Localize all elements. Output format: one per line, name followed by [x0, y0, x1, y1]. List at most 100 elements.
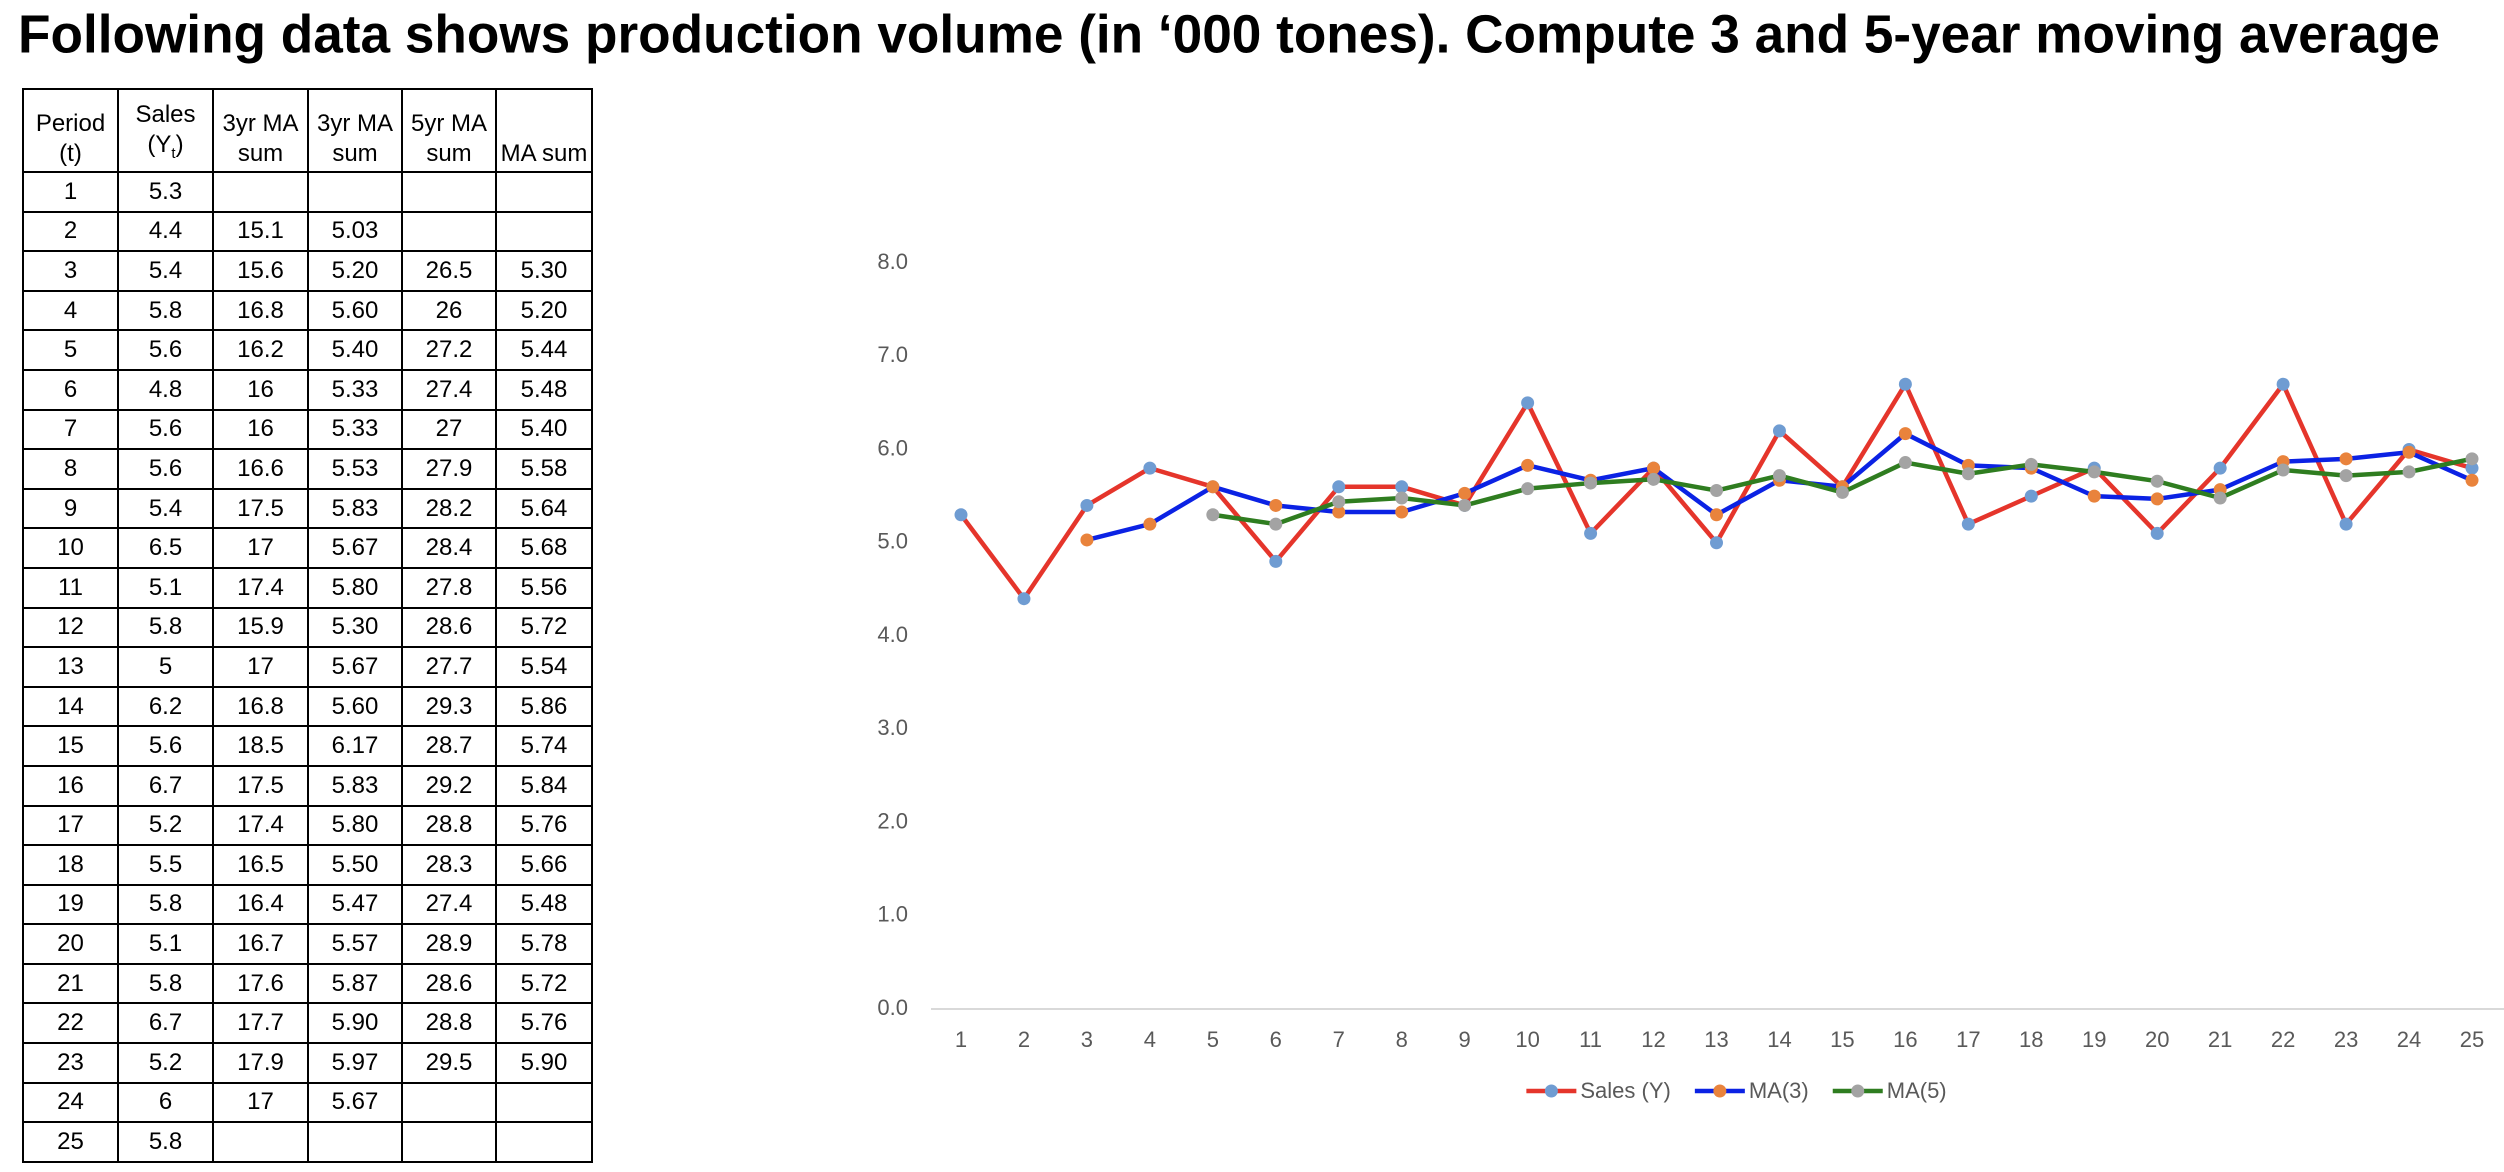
y-tick-label: 4.0: [877, 622, 908, 647]
table-cell: 27.4: [401, 883, 497, 926]
header-cell: MA sum: [495, 88, 593, 173]
table-cell: 5.4: [117, 250, 214, 292]
data-point: [1647, 461, 1661, 475]
table-cell: 16.2: [212, 329, 309, 371]
x-tick-label: 14: [1767, 1027, 1791, 1052]
data-point: [1710, 536, 1723, 550]
table-cell: 17: [212, 646, 309, 688]
data-point: [1898, 427, 1912, 441]
table-row: 11 5.1 17.4 5.80 27.8 5.56: [22, 566, 593, 609]
table-cell: 22: [22, 1002, 119, 1045]
data-point: [2339, 517, 2353, 531]
table-row: 6 4.8 16 5.33 27.4 5.48: [22, 368, 593, 411]
table-row: 8 5.6 16.6 5.53 27.9 5.58: [22, 448, 593, 490]
data-point: [1332, 495, 1346, 509]
table-cell: 19: [22, 883, 119, 926]
table-row: 7 5.6 16 5.33 27 5.40: [22, 408, 593, 451]
table-cell: 7: [22, 408, 119, 451]
x-tick-label: 10: [1515, 1027, 1539, 1052]
data-point: [1332, 505, 1346, 519]
table-row: 16 6.7 17.5 5.83 29.2 5.84: [22, 764, 593, 807]
data-point: [2465, 461, 2479, 475]
table-cell: 26.5: [401, 250, 497, 292]
data-point: [2087, 465, 2101, 479]
data-point: [1961, 517, 1975, 531]
data-point: [2150, 492, 2164, 506]
table-cell: 5.74: [495, 725, 593, 767]
table-cell: 5.84: [495, 764, 593, 807]
table-row: 20 5.1 16.7 5.57 28.9 5.78: [22, 923, 593, 965]
table-cell: 17.6: [212, 962, 309, 1005]
table-cell: 16: [212, 408, 309, 451]
table-cell: 5.8: [117, 606, 214, 649]
table-cell: 26: [401, 289, 497, 332]
table-cell: 5.1: [117, 566, 214, 609]
x-tick-label: 4: [1144, 1027, 1156, 1052]
table-row: 14 6.2 16.8 5.60 29.3 5.86: [22, 685, 593, 728]
series-line: [1086, 431, 2473, 543]
table-cell: 5.40: [307, 329, 403, 371]
table-row: 25 5.8: [22, 1121, 593, 1163]
table-cell: 28.8: [401, 1002, 497, 1045]
data-point: [1772, 469, 1786, 483]
legend-label: Sales (Y): [1580, 1078, 1670, 1103]
table-row: 2 4.4 15.1 5.03: [22, 210, 593, 253]
table-row: 17 5.2 17.4 5.80 28.8 5.76: [22, 804, 593, 847]
data-point: [1080, 498, 1094, 512]
header-text: Sales: [135, 101, 196, 129]
header-text: sum: [332, 140, 378, 167]
table-cell: 5.54: [495, 646, 593, 688]
table-cell: 5.40: [495, 408, 593, 451]
table-cell: 29.5: [401, 1042, 497, 1084]
table-cell: 5.97: [307, 1042, 403, 1084]
table-cell: 28.9: [401, 923, 497, 965]
table-cell: 28.8: [401, 804, 497, 847]
table-cell: 15.1: [212, 210, 309, 253]
table-cell: 6.2: [117, 685, 214, 728]
table-cell: 16: [212, 368, 309, 411]
data-point: [1961, 467, 1975, 481]
table-cell: 4.8: [117, 368, 214, 411]
series: [1080, 427, 2479, 547]
table-cell: 6.7: [117, 1002, 214, 1045]
x-tick-label: 22: [2271, 1027, 2295, 1052]
table-cell: 5.30: [307, 606, 403, 649]
table-cell: 16: [22, 764, 119, 807]
table-cell: 5.78: [495, 923, 593, 965]
table-cell: 2: [22, 210, 119, 253]
table-cell: [401, 1121, 497, 1163]
table-cell: 5.6: [117, 329, 214, 371]
table-cell: 5.48: [495, 368, 593, 411]
table-cell: 27.2: [401, 329, 497, 371]
data-point: [1898, 377, 1912, 391]
table-cell: 5.6: [117, 725, 214, 767]
x-tick-label: 11: [1579, 1027, 1602, 1052]
table-cell: 5.57: [307, 923, 403, 965]
table-cell: 6.17: [307, 725, 403, 767]
x-tick-label: 18: [2019, 1027, 2043, 1052]
table-cell: 28.6: [401, 962, 497, 1005]
table-cell: 29.3: [401, 685, 497, 728]
table-cell: 5.66: [495, 844, 593, 886]
table-cell: 5.72: [495, 606, 593, 649]
table-cell: 5.4: [117, 487, 214, 530]
table-cell: 5.76: [495, 804, 593, 847]
table-cell: 5.33: [307, 408, 403, 451]
table-cell: 16.7: [212, 923, 309, 965]
table-cell: 20: [22, 923, 119, 965]
table-cell: 16.4: [212, 883, 309, 926]
table-row: 23 5.2 17.9 5.97 29.5 5.90: [22, 1042, 593, 1084]
x-tick-label: 23: [2334, 1027, 2358, 1052]
table-cell: 5.8: [117, 962, 214, 1005]
table-cell: 1: [22, 171, 119, 213]
data-point: [954, 508, 968, 522]
header-cell: 3yr MA sum: [212, 88, 309, 173]
header-row: Period (t) Sales (Yt) 3yr MA sum 3yr MA sum …: [22, 88, 593, 173]
legend-marker: [1851, 1084, 1865, 1098]
table-cell: 5.3: [117, 171, 214, 213]
table-cell: [495, 1121, 593, 1163]
data-point: [2213, 491, 2227, 505]
table-cell: 12: [22, 606, 119, 649]
table-cell: 5.64: [495, 487, 593, 530]
